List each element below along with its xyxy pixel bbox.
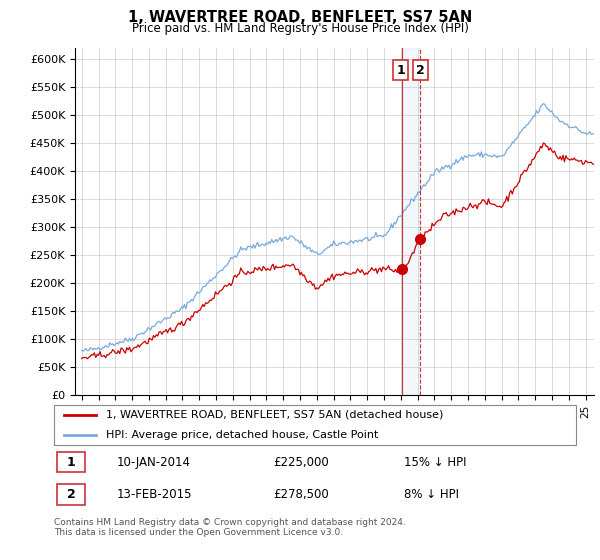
Text: 1, WAVERTREE ROAD, BENFLEET, SS7 5AN: 1, WAVERTREE ROAD, BENFLEET, SS7 5AN bbox=[128, 10, 472, 25]
Text: £225,000: £225,000 bbox=[273, 456, 329, 469]
Text: 15% ↓ HPI: 15% ↓ HPI bbox=[404, 456, 466, 469]
Text: 13-FEB-2015: 13-FEB-2015 bbox=[116, 488, 192, 501]
FancyBboxPatch shape bbox=[56, 452, 85, 473]
Text: 2: 2 bbox=[67, 488, 76, 501]
FancyBboxPatch shape bbox=[54, 405, 576, 445]
Bar bbox=[401, 48, 419, 395]
FancyBboxPatch shape bbox=[56, 484, 85, 505]
Text: Price paid vs. HM Land Registry's House Price Index (HPI): Price paid vs. HM Land Registry's House … bbox=[131, 22, 469, 35]
Text: Contains HM Land Registry data © Crown copyright and database right 2024.
This d: Contains HM Land Registry data © Crown c… bbox=[54, 518, 406, 538]
Text: 1: 1 bbox=[67, 456, 76, 469]
Text: 2: 2 bbox=[416, 63, 425, 77]
Text: HPI: Average price, detached house, Castle Point: HPI: Average price, detached house, Cast… bbox=[106, 430, 379, 440]
Text: 1: 1 bbox=[397, 63, 405, 77]
Text: 1, WAVERTREE ROAD, BENFLEET, SS7 5AN (detached house): 1, WAVERTREE ROAD, BENFLEET, SS7 5AN (de… bbox=[106, 410, 443, 420]
Text: 10-JAN-2014: 10-JAN-2014 bbox=[116, 456, 191, 469]
Text: 8% ↓ HPI: 8% ↓ HPI bbox=[404, 488, 459, 501]
Text: £278,500: £278,500 bbox=[273, 488, 329, 501]
